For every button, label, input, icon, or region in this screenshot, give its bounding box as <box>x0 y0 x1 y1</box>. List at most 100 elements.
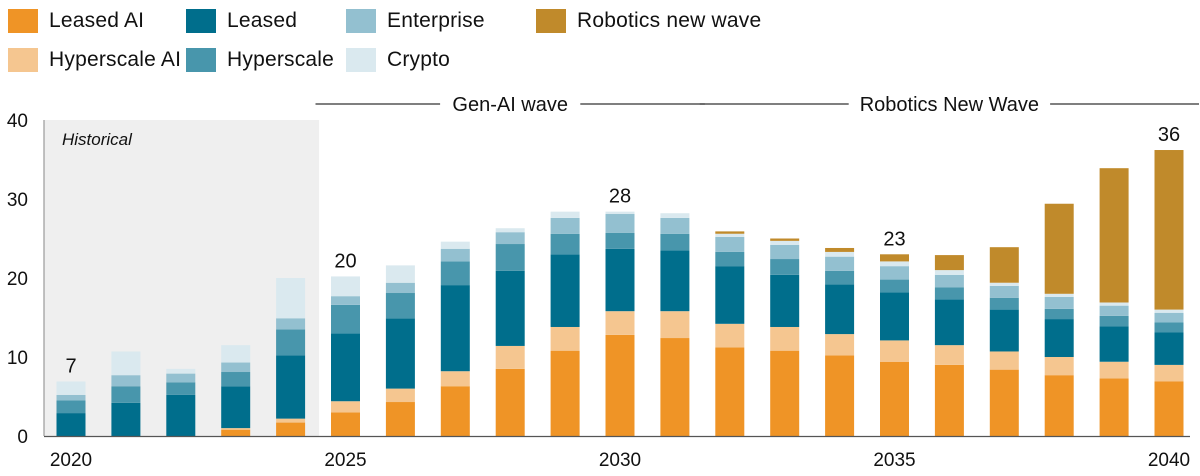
bar-segment-enterprise <box>605 214 635 233</box>
bar-segment-hyperscale-ai <box>276 418 306 423</box>
bar-segment-leased <box>1154 332 1184 365</box>
bar-segment-leased <box>550 254 580 327</box>
total-labels: 7 20 28 23 36 <box>65 124 1180 377</box>
bar-segment-leased-ai <box>385 402 415 436</box>
bar-segment-hyperscale <box>715 251 745 267</box>
bar-segment-leased-ai <box>605 334 635 436</box>
bar-segment-crypto <box>825 251 855 257</box>
bar-stack-2032 <box>715 231 745 436</box>
bar-segment-enterprise <box>715 236 745 252</box>
bar-segment-hyperscale <box>989 297 1019 310</box>
bar-segment-hyperscale-ai <box>331 401 360 413</box>
bar-segment-enterprise <box>934 274 964 288</box>
bar-segment-leased <box>825 284 855 335</box>
legend-item-leased-ai: Leased AI <box>8 6 144 36</box>
bar-segment-hyperscale <box>276 329 306 356</box>
bar-segment-hyperscale <box>825 270 855 285</box>
bar-segment-crypto <box>440 241 470 249</box>
bar-segment-hyperscale <box>385 293 415 319</box>
bar-segment-hyperscale <box>1044 308 1074 320</box>
legend-label: Robotics new wave <box>577 9 762 32</box>
bar-segment-crypto <box>56 381 86 395</box>
bar-segment-enterprise <box>660 217 690 234</box>
total-label: 28 <box>609 186 631 208</box>
bar-segment-robotics-new-wave <box>1044 203 1074 294</box>
y-tick-label: 0 <box>17 427 28 448</box>
bar-segment-enterprise <box>331 296 360 305</box>
bar-segment-robotics-new-wave <box>934 255 964 271</box>
x-tick-label: 2035 <box>873 450 915 471</box>
bar-segment-hyperscale <box>934 287 964 300</box>
chart-legend: Leased AI Leased Enterprise Robotics new… <box>8 6 908 78</box>
bar-segment-leased <box>605 248 635 312</box>
bar-segment-robotics-new-wave <box>880 254 909 262</box>
bar-segment-robotics-new-wave <box>715 231 745 234</box>
bar-segment-leased <box>989 309 1019 352</box>
bar-segment-hyperscale <box>166 382 196 395</box>
bar-segment-hyperscale-ai <box>440 371 470 387</box>
bar-segment-leased-ai <box>660 338 690 436</box>
bar-segment-robotics-new-wave <box>989 247 1019 283</box>
legend-label: Leased <box>227 9 298 32</box>
bar-segment-robotics-new-wave <box>1099 168 1129 303</box>
bar-segment-hyperscale <box>440 261 470 286</box>
bar-segment-leased <box>331 333 360 402</box>
bar-segment-leased <box>1099 326 1129 362</box>
bar-segment-leased-ai <box>495 368 525 436</box>
bar-segment-hyperscale <box>495 244 525 271</box>
bar-stack-2026 <box>385 265 415 436</box>
bar-stack-2020 <box>56 381 86 436</box>
bar-segment-crypto <box>715 233 745 237</box>
bar-segment-crypto <box>385 265 415 283</box>
bar-segment-hyperscale-ai <box>385 388 415 403</box>
legend-label: Hyperscale <box>227 48 335 71</box>
bar-segment-hyperscale <box>880 279 909 293</box>
bar-segment-leased-ai <box>1154 381 1184 436</box>
bar-segment-leased-ai <box>715 347 745 436</box>
y-tick-label: 40 <box>7 111 28 132</box>
bar-segment-hyperscale <box>770 259 800 275</box>
bar-segment-crypto <box>111 351 141 376</box>
legend-label: Enterprise <box>387 9 485 32</box>
y-tick-label: 20 <box>7 269 28 290</box>
bar-segment-enterprise <box>1044 296 1074 309</box>
legend-item-robotics-new-wave: Robotics new wave <box>536 6 761 36</box>
bar-segment-hyperscale <box>550 233 580 255</box>
bar-segment-leased-ai <box>1099 378 1129 436</box>
bar-segment-hyperscale-ai <box>880 340 909 362</box>
bar-stack-2031 <box>660 213 690 436</box>
bar-segment-hyperscale-ai <box>715 323 745 348</box>
bar-segment-leased-ai <box>934 364 964 436</box>
bars <box>56 150 1184 436</box>
bar-segment-hyperscale-ai <box>1044 357 1074 376</box>
bar-stack-2040 <box>1154 150 1184 436</box>
bar-segment-leased-ai <box>331 412 360 436</box>
legend-swatch <box>186 9 216 33</box>
bar-stack-2029 <box>550 211 580 436</box>
bar-segment-leased <box>715 266 745 324</box>
bar-segment-leased <box>56 413 86 436</box>
bar-segment-enterprise <box>56 394 86 401</box>
bar-stack-2024 <box>276 278 306 436</box>
bar-segment-enterprise <box>1099 305 1129 316</box>
bar-stack-2030 <box>605 211 635 436</box>
bar-segment-enterprise <box>989 285 1019 298</box>
total-label: 23 <box>883 228 905 250</box>
bar-segment-crypto <box>660 213 690 218</box>
bar-segment-hyperscale <box>221 372 251 387</box>
legend-item-hyperscale: Hyperscale <box>186 45 334 75</box>
bar-segment-robotics-new-wave <box>1154 150 1184 310</box>
bar-segment-crypto <box>770 240 800 245</box>
legend-label: Leased AI <box>49 9 145 32</box>
historical-label: Historical <box>62 130 133 149</box>
legend-swatch <box>8 48 38 72</box>
bar-segment-leased-ai <box>770 350 800 436</box>
legend-swatch <box>186 48 216 72</box>
bar-segment-hyperscale <box>660 233 690 251</box>
legend-item-enterprise: Enterprise <box>346 6 485 36</box>
wave-label: Gen-AI wave <box>452 94 568 116</box>
bar-segment-leased <box>221 386 251 429</box>
bar-stack-2037 <box>989 247 1019 436</box>
x-tick-label: 2025 <box>324 450 366 471</box>
bar-segment-hyperscale <box>331 304 360 334</box>
